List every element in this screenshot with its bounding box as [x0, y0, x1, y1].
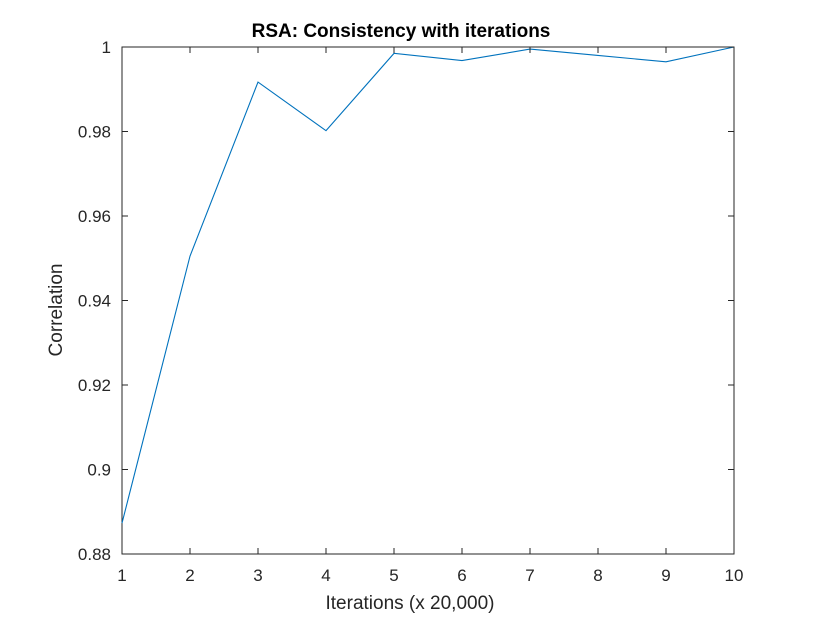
x-tick-label: 5 [389, 566, 398, 585]
chart-title: RSA: Consistency with iterations [252, 21, 551, 42]
x-tick-label: 4 [321, 566, 330, 585]
x-axis-label: Iterations (x 20,000) [326, 593, 495, 614]
y-tick-label: 0.98 [78, 123, 111, 142]
x-tick-label: 10 [725, 566, 744, 585]
y-tick-label: 0.94 [78, 292, 111, 311]
y-tick-label: 0.92 [78, 376, 111, 395]
x-tick-label: 6 [457, 566, 466, 585]
series-line-1 [121, 46, 735, 524]
x-tick-label: 9 [661, 566, 670, 585]
x-tick-label: 3 [253, 566, 262, 585]
y-tick-label: 0.88 [78, 545, 111, 564]
y-tick-label: 0.9 [87, 461, 111, 480]
y-tick-label: 1 [102, 38, 111, 57]
plot-area: 1 2 3 4 5 6 7 8 9 10 0.88 0.9 0.92 0.94 0.96 0.98 1 [78, 38, 744, 585]
x-tick-label: 8 [593, 566, 602, 585]
x-tick-label: 2 [185, 566, 194, 585]
y-tick-label: 0.96 [78, 207, 111, 226]
x-tick-label: 1 [117, 566, 126, 585]
y-axis-label: Correlation [46, 264, 67, 357]
x-tick-label: 7 [525, 566, 534, 585]
